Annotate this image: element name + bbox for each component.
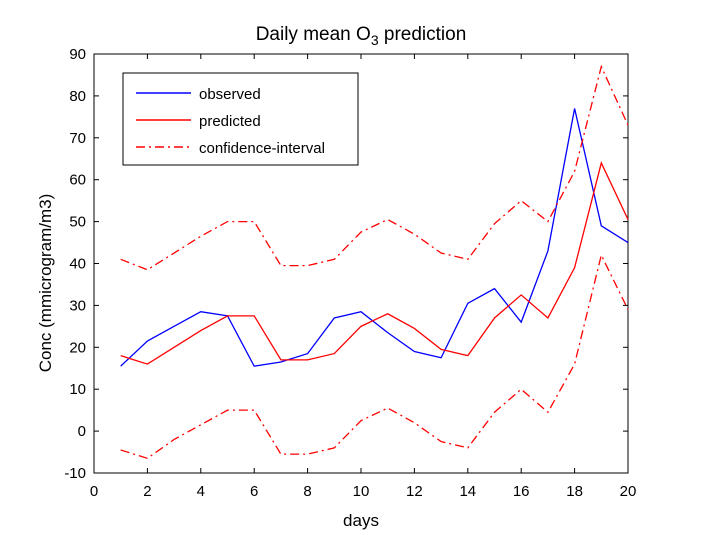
- series-line-observed: [120, 108, 629, 367]
- x-tick-label: 10: [353, 483, 370, 500]
- chart-title-main: Daily mean O: [256, 24, 371, 45]
- legend-label: observed: [199, 86, 261, 103]
- y-tick-label: 30: [69, 297, 86, 314]
- series-lines: [120, 64, 629, 460]
- legend-label: predicted: [199, 113, 261, 130]
- legend-label: confidence-interval: [199, 140, 325, 157]
- chart-title: Daily mean O3 prediction: [256, 24, 467, 48]
- chart-title-subscript: 3: [371, 32, 379, 48]
- x-tick-label: 6: [250, 483, 258, 500]
- x-tick-label: 16: [513, 483, 530, 500]
- y-tick-label: 80: [69, 88, 86, 105]
- y-tick-label: 60: [69, 172, 86, 189]
- x-axis-label: days: [343, 511, 379, 530]
- y-tick-label: 50: [69, 214, 86, 231]
- legend: observed predicted confidence-interval: [122, 72, 359, 166]
- legend-box: [122, 72, 359, 166]
- y-axis-label: Conc (mmicrogram/m3): [36, 194, 55, 373]
- x-tick-label: 20: [620, 483, 637, 500]
- x-tick-label: 4: [197, 483, 205, 500]
- x-tick-label: 18: [566, 483, 583, 500]
- y-tick-label: 10: [69, 381, 86, 398]
- x-tick-label: 8: [303, 483, 311, 500]
- y-tick-label: 0: [78, 423, 86, 440]
- series-line-confidence-interval-lower: [120, 253, 629, 460]
- series-line-predicted: [120, 161, 629, 365]
- x-tick-label: 2: [143, 483, 151, 500]
- chart-title-rest: prediction: [379, 24, 467, 45]
- y-tick-label: 90: [69, 46, 86, 63]
- x-tick-label: 14: [459, 483, 476, 500]
- series-line-confidence-interval-upper: [120, 64, 629, 271]
- y-tick-label: 70: [69, 130, 86, 147]
- x-tick-label: 0: [90, 483, 98, 500]
- y-tick-label: 40: [69, 256, 86, 273]
- y-tick-label: -10: [64, 465, 86, 482]
- x-tick-label: 12: [406, 483, 423, 500]
- y-tick-label: 20: [69, 339, 86, 356]
